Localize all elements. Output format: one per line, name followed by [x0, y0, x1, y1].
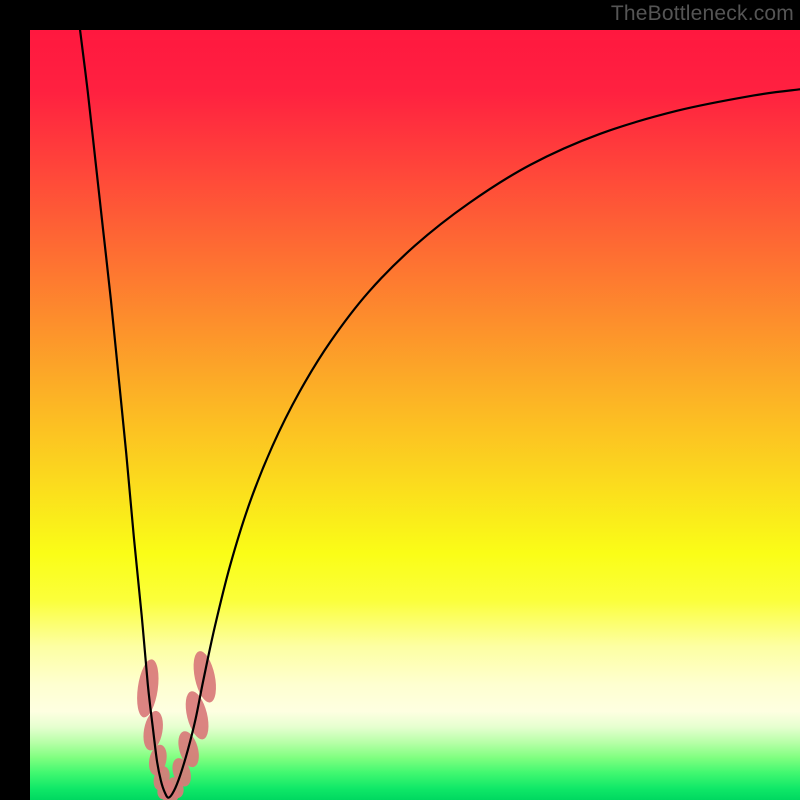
- chart-svg: [0, 0, 800, 800]
- bottleneck-chart: TheBottleneck.com: [0, 0, 800, 800]
- watermark-label: TheBottleneck.com: [611, 2, 794, 26]
